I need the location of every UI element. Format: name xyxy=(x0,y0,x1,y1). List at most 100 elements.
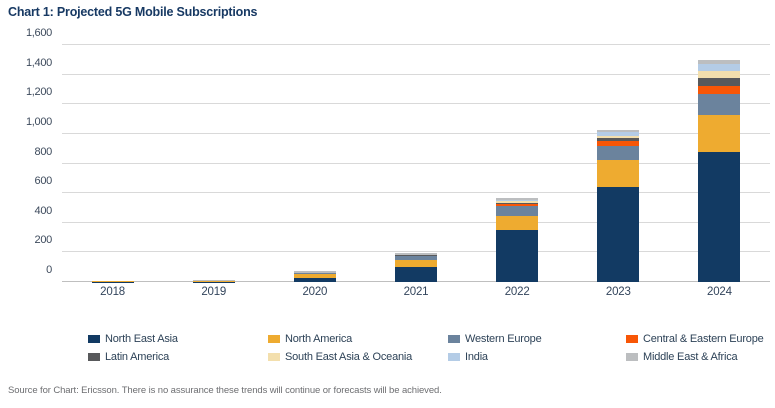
legend-label: North America xyxy=(285,333,353,345)
legend-swatch xyxy=(448,353,460,361)
legend-item-north-east-asia: North East Asia xyxy=(88,333,268,345)
bar-slot-2018 xyxy=(62,45,163,282)
y-tick-label: 1,400 xyxy=(25,56,52,69)
x-tick-label-2018: 2018 xyxy=(100,286,125,298)
gridline-1200 xyxy=(62,103,770,105)
bar-slot-2021 xyxy=(365,45,466,282)
legend-swatch xyxy=(88,353,100,361)
segment-north-east-asia xyxy=(496,230,539,282)
bars-layer xyxy=(62,45,770,282)
segment-latin-america xyxy=(597,138,640,141)
legend-swatch xyxy=(448,335,460,343)
y-tick-label: 1,200 xyxy=(25,86,52,99)
segment-north-east-asia xyxy=(698,151,741,282)
y-tick-label: 400 xyxy=(34,204,53,217)
legend-label: Western Europe xyxy=(465,333,542,345)
bar-2021 xyxy=(394,45,437,282)
segment-north-america xyxy=(597,159,640,188)
bar-slot-2024 xyxy=(669,45,770,282)
segment-middle-east-africa xyxy=(496,197,539,200)
segment-western-europe xyxy=(293,272,336,274)
bar-slot-2020 xyxy=(264,45,365,282)
legend-item-india: India xyxy=(448,351,626,363)
segment-western-europe xyxy=(394,255,437,260)
segment-north-east-asia xyxy=(597,187,640,282)
gridline-800 xyxy=(62,162,770,164)
segment-south-east-asia-oceania xyxy=(698,70,741,79)
gridline-400 xyxy=(62,221,770,223)
segment-middle-east-africa xyxy=(394,253,437,256)
x-tick-label-2022: 2022 xyxy=(504,286,530,298)
bar-2020 xyxy=(293,45,336,282)
segment-south-east-asia-oceania xyxy=(496,201,539,203)
segment-western-europe xyxy=(597,145,640,160)
gridline-1000 xyxy=(62,132,770,134)
segment-north-america xyxy=(192,280,235,282)
segment-central-eastern-europe xyxy=(698,85,741,94)
gridline-200 xyxy=(62,251,770,253)
segment-western-europe xyxy=(496,206,539,217)
y-tick-label: 600 xyxy=(34,175,53,188)
legend-label: India xyxy=(465,351,488,363)
segment-north-east-asia xyxy=(394,267,437,282)
legend-item-central-eastern-europe: Central & Eastern Europe xyxy=(626,333,768,345)
y-tick-label: 1,600 xyxy=(25,27,52,39)
segment-latin-america xyxy=(496,202,539,204)
segment-central-eastern-europe xyxy=(597,140,640,146)
bar-slot-2022 xyxy=(467,45,568,282)
legend-swatch xyxy=(88,335,100,343)
legend-item-north-america: North America xyxy=(268,333,448,345)
segment-north-america xyxy=(394,259,437,268)
segment-india xyxy=(597,132,640,137)
segment-north-america xyxy=(698,114,741,152)
segment-middle-east-africa xyxy=(597,129,640,133)
legend-label: North East Asia xyxy=(105,333,178,345)
bar-2023 xyxy=(597,45,640,282)
gridline-600 xyxy=(62,192,770,194)
legend: North East Asia North America Western Euro… xyxy=(88,330,768,366)
legend-item-western-europe: Western Europe xyxy=(448,333,626,345)
legend-swatch xyxy=(626,353,638,361)
x-tick-label-2019: 2019 xyxy=(201,286,227,298)
bar-2024 xyxy=(698,45,741,282)
legend-label: South East Asia & Oceania xyxy=(285,351,413,363)
y-axis: 0 200 400 600 800 1,000 1,200 1,400 1,600 xyxy=(0,27,53,282)
segment-north-america xyxy=(293,273,336,278)
segment-india xyxy=(496,199,539,202)
legend-label: Middle East & Africa xyxy=(643,351,738,363)
segment-india xyxy=(698,64,741,71)
y-tick-label: 0 xyxy=(46,264,52,276)
x-tick-label-2021: 2021 xyxy=(403,286,429,298)
bar-slot-2019 xyxy=(163,45,264,282)
bar-2022 xyxy=(496,45,539,282)
legend-label: Central & Eastern Europe xyxy=(643,333,764,345)
segment-middle-east-africa xyxy=(293,270,336,273)
legend-swatch xyxy=(626,335,638,343)
bar-slot-2023 xyxy=(568,45,669,282)
source-note: Source for Chart: Ericsson. There is no … xyxy=(8,385,442,396)
gridline-1600 xyxy=(62,44,770,45)
y-tick-label: 200 xyxy=(34,234,53,247)
bar-2018 xyxy=(91,45,134,282)
legend-item-south-east-asia-oceania: South East Asia & Oceania xyxy=(268,351,448,363)
segment-south-east-asia-oceania xyxy=(597,136,640,139)
segment-north-east-asia xyxy=(293,277,336,282)
segment-central-eastern-europe xyxy=(496,203,539,207)
legend-label: Latin America xyxy=(105,351,170,363)
x-tick-label-2023: 2023 xyxy=(605,286,631,298)
segment-north-america xyxy=(496,216,539,231)
x-tick-label-2020: 2020 xyxy=(302,286,328,298)
y-tick-label: 1,000 xyxy=(25,115,52,128)
x-axis: 2018 2019 2020 2021 2022 2023 2024 xyxy=(62,286,770,302)
segment-latin-america xyxy=(698,78,741,86)
segment-middle-east-africa xyxy=(698,59,741,65)
legend-swatch xyxy=(268,335,280,343)
legend-item-middle-east-africa: Middle East & Africa xyxy=(626,351,768,363)
y-tick-label: 800 xyxy=(34,145,53,158)
legend-item-latin-america: Latin America xyxy=(88,351,268,363)
bar-2019 xyxy=(192,45,235,282)
x-tick-label-2024: 2024 xyxy=(707,286,732,298)
gridline-1400 xyxy=(62,73,770,75)
plot-area xyxy=(62,44,770,282)
